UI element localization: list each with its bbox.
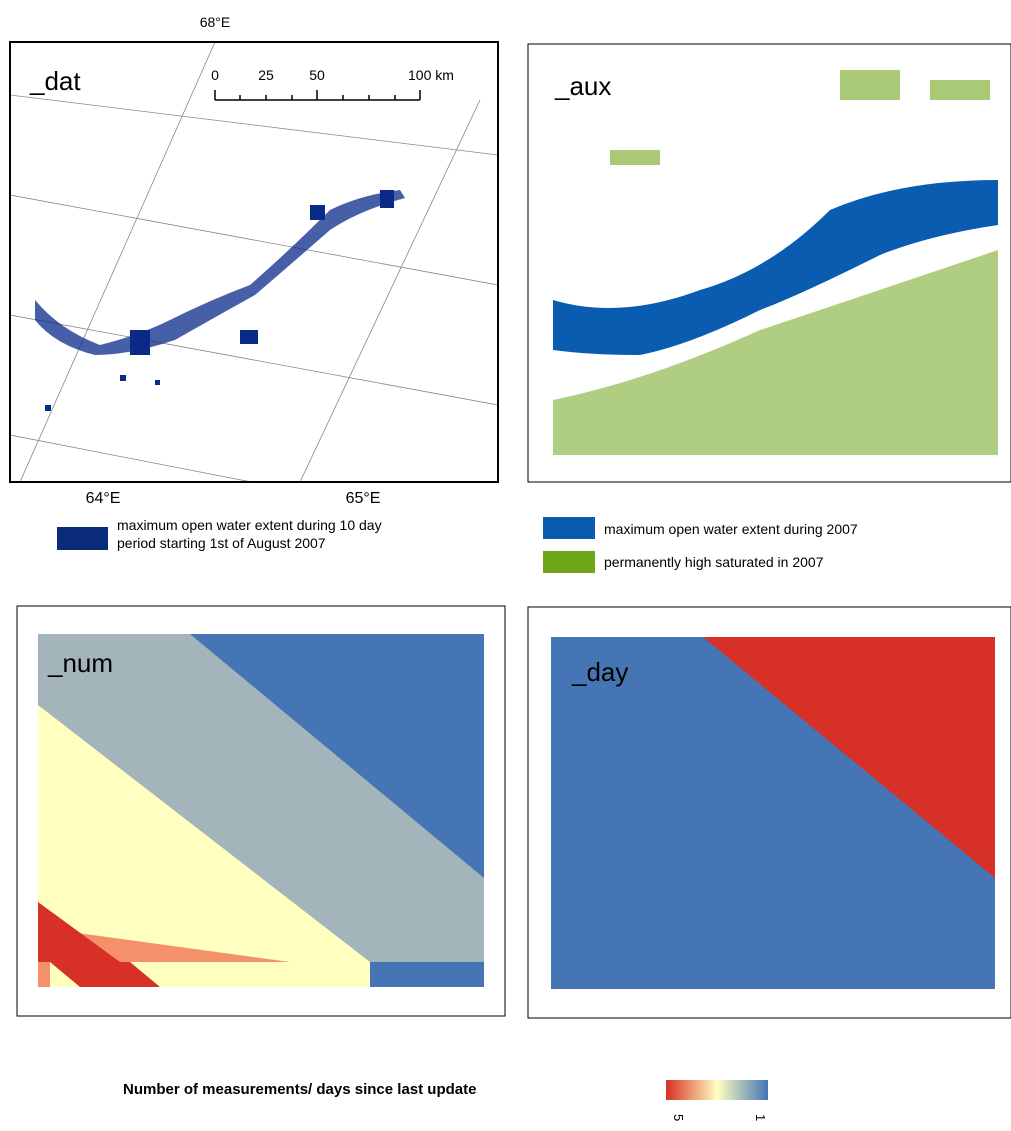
- scale-label: 100 km: [408, 67, 454, 83]
- day-raster: [551, 637, 995, 989]
- num-raster: [38, 634, 484, 987]
- scale-label: 25: [258, 67, 274, 83]
- panel-label: _aux: [554, 71, 611, 101]
- saturation-extent: [553, 70, 998, 455]
- water-extent: [35, 190, 405, 411]
- map-frame: [9, 41, 499, 483]
- panel-label: _num: [47, 648, 113, 678]
- colorbar-title: Number of measurements/ days since last …: [123, 1081, 476, 1098]
- legend-swatch: [543, 551, 595, 573]
- lon-label: 65°E: [346, 490, 381, 507]
- legend-text: maximum open water extent during 10 day: [117, 517, 382, 533]
- scale-bar: 0 25 50 100 km: [211, 67, 454, 101]
- scale-label: 0: [211, 67, 219, 83]
- legend-text: maximum open water extent during 2007: [604, 521, 858, 537]
- colorbar-label: 1: [753, 1114, 768, 1121]
- panel-label: _dat: [29, 66, 81, 96]
- lon-label: 64°E: [86, 490, 121, 507]
- colorbar-label: 5: [671, 1114, 686, 1121]
- legend-swatch: [57, 527, 108, 550]
- colorbar: [666, 1080, 768, 1100]
- legend-swatch: [543, 517, 595, 539]
- legend-text: permanently high saturated in 2007: [604, 554, 824, 570]
- graticule: [11, 43, 497, 481]
- scale-label: 50: [309, 67, 325, 83]
- water-extent: [553, 180, 998, 355]
- legend-text: period starting 1st of August 2007: [117, 535, 326, 551]
- lon-label: 68°E: [200, 14, 231, 30]
- panel-label: _day: [571, 657, 628, 687]
